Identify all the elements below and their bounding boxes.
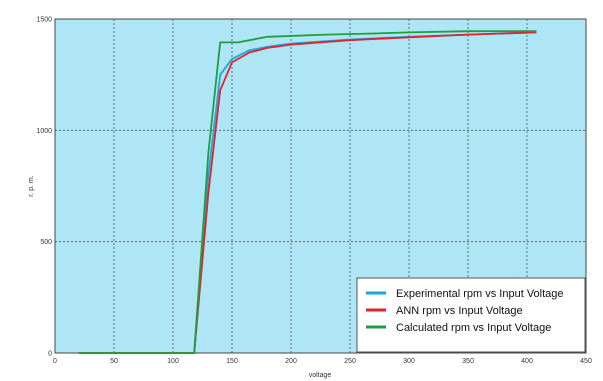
x-tick-label: 0 — [53, 358, 57, 365]
y-tick-label: 500 — [40, 239, 52, 246]
legend-box — [356, 277, 586, 353]
x-tick-label: 150 — [226, 358, 238, 365]
series-line-2 — [78, 31, 537, 354]
x-tick-label: 200 — [285, 358, 297, 365]
y-axis-label: r. p. m. — [28, 175, 35, 196]
x-tick-label: 300 — [403, 358, 415, 365]
x-tick-label: 250 — [344, 358, 356, 365]
x-tick-label: 450 — [580, 358, 592, 365]
x-axis-label: voltage — [309, 372, 332, 379]
legend-label-1: Experimental rpm vs Input Voltage — [396, 288, 564, 300]
y-tick-label: 1500 — [36, 17, 52, 24]
x-tick-label: 100 — [167, 358, 179, 365]
x-tick-label: 400 — [521, 358, 533, 365]
y-tick-labels: 0 500 1000 1500 — [36, 17, 52, 358]
x-tick-label: 350 — [462, 358, 474, 365]
y-tick-label: 1000 — [36, 128, 52, 135]
series-line-3 — [78, 30, 537, 354]
legend-label-3: Calculated rpm vs Input Voltage — [396, 322, 551, 334]
y-tick-label: 0 — [48, 351, 52, 358]
legend: Experimental rpm vs Input Voltage ANN rpm… — [356, 277, 586, 353]
x-tick-labels: 0 50 100 150 200 250 300 350 400 450 — [53, 358, 592, 365]
plot-frame — [54, 18, 587, 354]
series-lines — [78, 30, 537, 354]
legend-label-2: ANN rpm vs Input Voltage — [396, 305, 523, 317]
grid-lines — [55, 19, 586, 353]
x-tick-label: 50 — [110, 358, 118, 365]
